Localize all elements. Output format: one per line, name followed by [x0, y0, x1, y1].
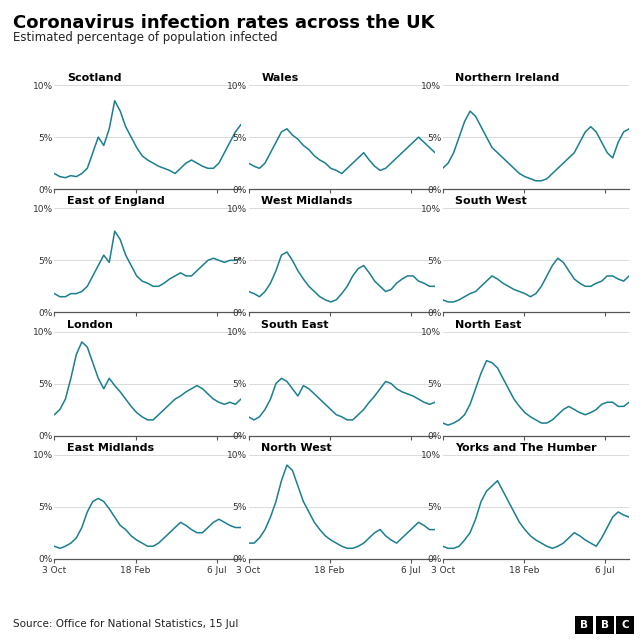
Text: B: B [580, 620, 588, 630]
Text: Wales: Wales [261, 73, 299, 83]
Text: East Midlands: East Midlands [67, 443, 154, 453]
Text: London: London [67, 319, 113, 330]
Text: Yorks and The Humber: Yorks and The Humber [456, 443, 597, 453]
Text: East of England: East of England [67, 196, 165, 206]
Text: Estimated percentage of population infected: Estimated percentage of population infec… [13, 31, 277, 44]
Text: Northern Ireland: Northern Ireland [456, 73, 560, 83]
Text: Scotland: Scotland [67, 73, 122, 83]
Text: North West: North West [261, 443, 332, 453]
Text: South East: South East [261, 319, 329, 330]
Text: North East: North East [456, 319, 522, 330]
Text: South West: South West [456, 196, 527, 206]
Text: C: C [621, 620, 629, 630]
Text: B: B [601, 620, 609, 630]
Text: Source: Office for National Statistics, 15 Jul: Source: Office for National Statistics, … [13, 619, 238, 629]
Text: West Midlands: West Midlands [261, 196, 353, 206]
Text: Coronavirus infection rates across the UK: Coronavirus infection rates across the U… [13, 14, 435, 32]
